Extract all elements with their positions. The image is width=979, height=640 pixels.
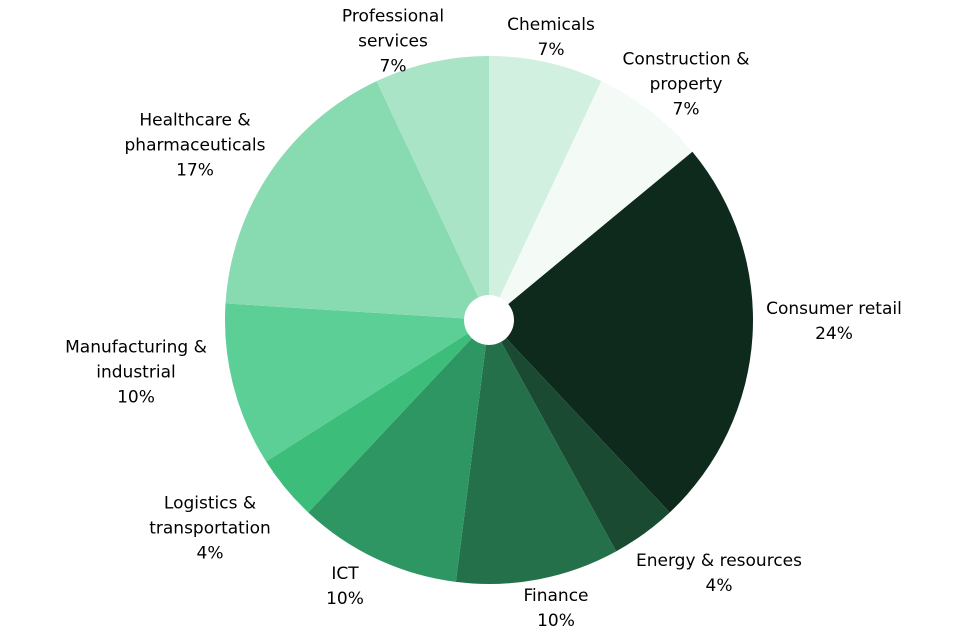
slice-label: Professional services 7%: [338, 5, 448, 80]
category-label: Logistics & transportation: [149, 493, 271, 539]
slice-label: Consumer retail 24%: [749, 297, 919, 347]
value-label: 17%: [176, 160, 214, 181]
slice-label: Chemicals 7%: [491, 13, 611, 63]
pie-slice: [225, 303, 468, 462]
slice-label: Finance 10%: [496, 584, 616, 634]
category-label: Finance: [523, 586, 589, 606]
category-label: Manufacturing & industrial: [65, 337, 207, 383]
category-label: Professional services: [341, 6, 445, 52]
value-label: 4%: [705, 576, 733, 596]
category-label: Healthcare & pharmaceuticals: [124, 110, 266, 156]
pie-slice: [308, 338, 486, 582]
pie-slice: [376, 56, 489, 298]
value-label: 10%: [326, 589, 364, 609]
value-label: 24%: [815, 324, 853, 344]
category-label: Consumer retail: [766, 299, 902, 319]
value-label: 10%: [537, 611, 575, 631]
slice-label: Energy & resources 4%: [609, 549, 829, 599]
slice-label: ICT 10%: [305, 562, 385, 612]
slice-label: Logistics & transportation 4%: [140, 492, 280, 567]
category-label: ICT: [331, 564, 359, 584]
value-label: 7%: [537, 40, 565, 60]
category-label: Energy & resources: [636, 551, 802, 571]
category-label: Construction & property: [622, 49, 750, 95]
value-label: 7%: [379, 56, 407, 77]
value-label: 7%: [672, 99, 700, 120]
value-label: 10%: [117, 387, 155, 408]
category-label: Chemicals: [507, 15, 595, 35]
pie-slice: [455, 341, 617, 584]
slice-label: Manufacturing & industrial 10%: [51, 336, 221, 411]
pie-slice: [499, 81, 693, 305]
slice-label: Healthcare & pharmaceuticals 17%: [110, 109, 280, 184]
pie-slice: [506, 151, 754, 513]
pie-slice: [225, 81, 479, 319]
pie-slice: [501, 338, 670, 552]
pie-slice: [266, 333, 472, 513]
value-label: 4%: [196, 543, 224, 564]
pie-slice: [489, 56, 602, 298]
slice-label: Construction & property 7%: [616, 48, 756, 123]
